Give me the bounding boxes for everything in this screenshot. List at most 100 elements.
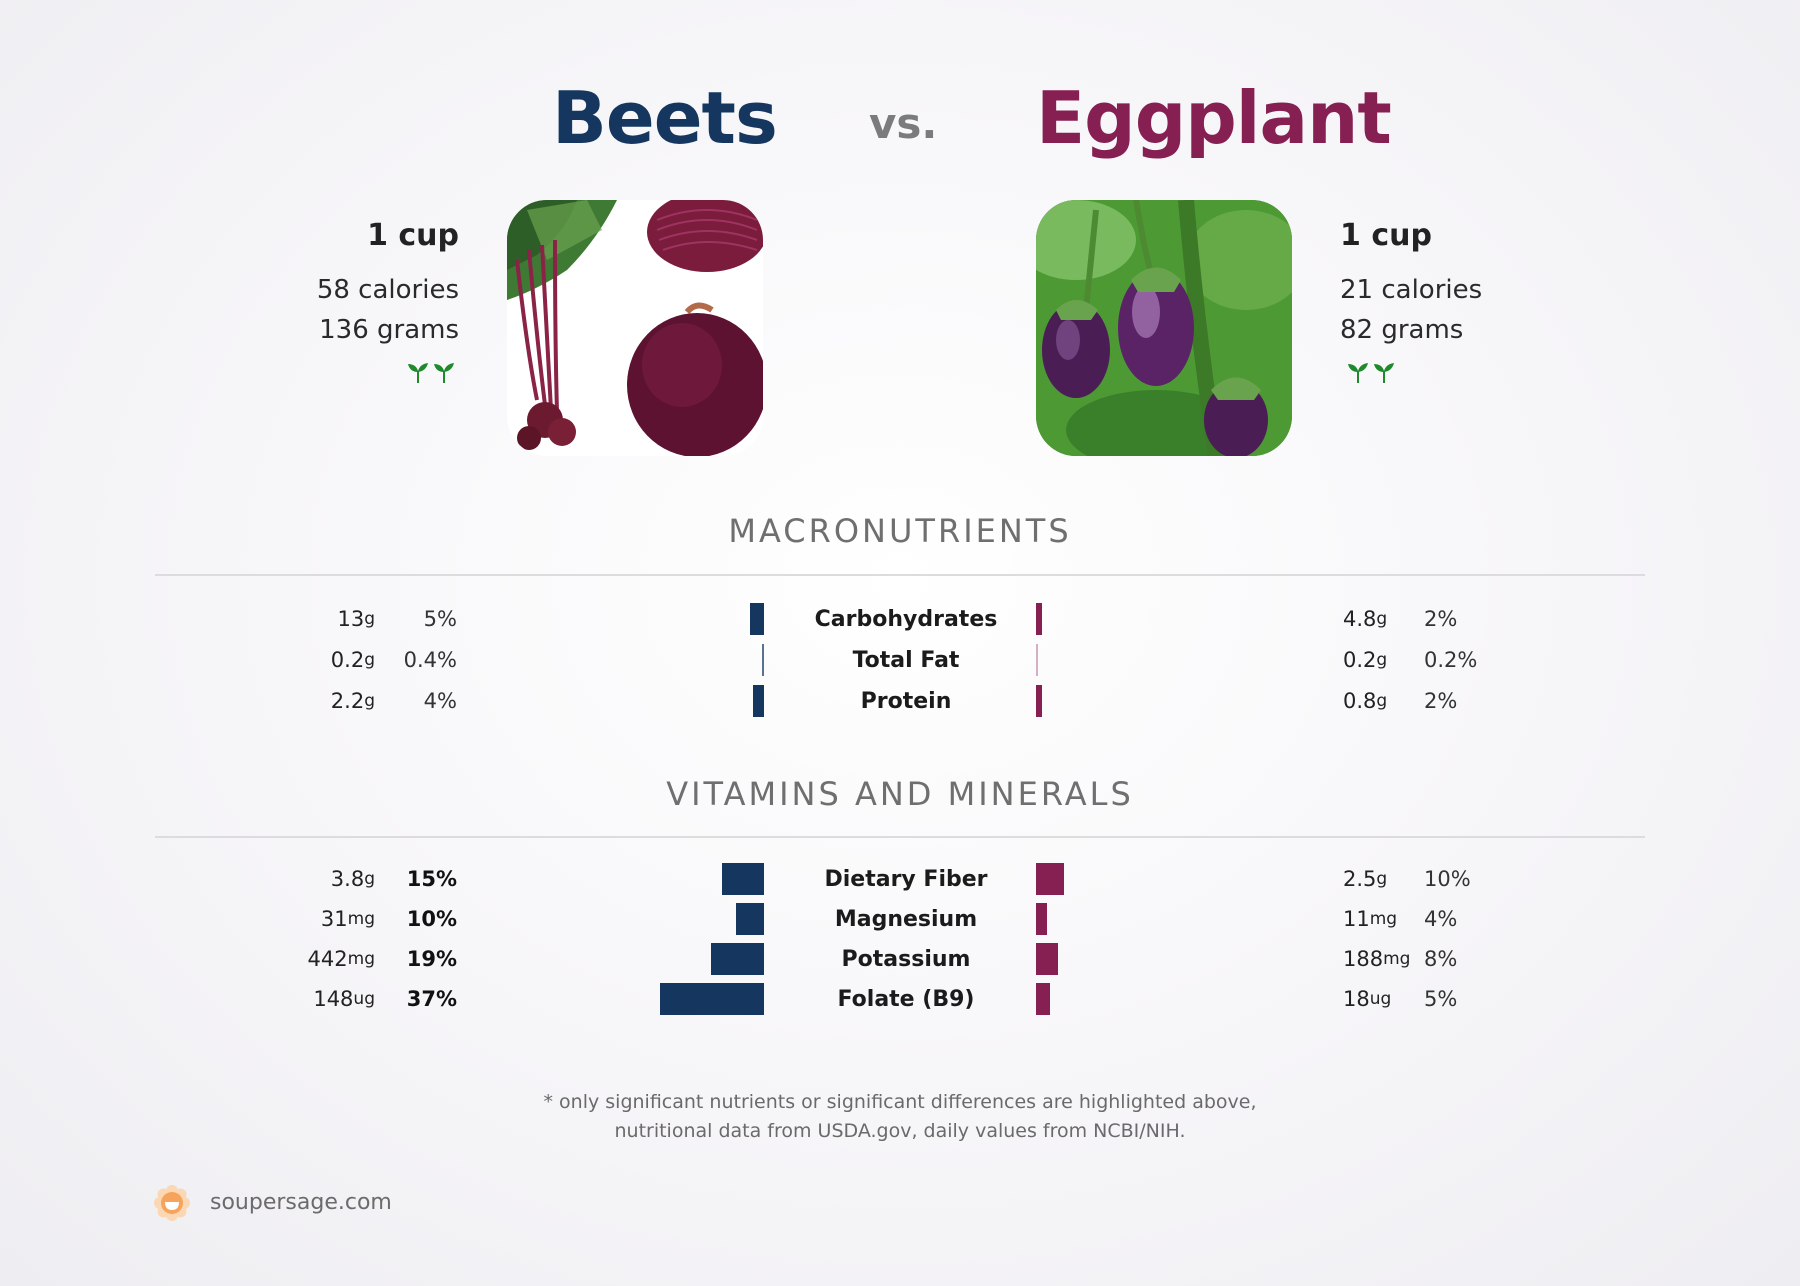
right-bar [1036,983,1050,1015]
nutrient-name: Magnesium [834,906,978,932]
vitamins-divider [155,836,1645,838]
right-calories: 21 calories [1340,275,1483,305]
right-amount-unit: ug [1369,989,1392,1009]
left-bar [710,943,764,975]
left-amount-value: 31 [320,907,348,931]
right-serving: 1 cup [1340,218,1432,253]
nutrient-name: Protein [860,688,952,714]
left-percent: 19% [406,947,457,971]
right-amount: 11 mg [1343,899,1397,939]
left-percent: 15% [406,867,457,891]
left-sprout-icon [406,360,458,389]
right-amount: 0.2 g [1343,640,1387,680]
left-bar [752,685,764,717]
nutrient-row: 3.8 g 15% Dietary Fiber 2.5 g 10% [0,859,1800,899]
vs-label: vs. [869,99,938,148]
nutrient-row: 31 mg 10% Magnesium 11 mg 4% [0,899,1800,939]
left-percent: 0.4% [403,648,457,672]
right-percent: 8% [1424,947,1458,971]
left-amount-value: 442 [307,947,348,971]
right-bar [1036,603,1042,635]
left-amount: 2.2 g [331,681,375,721]
nutrient-row: 442 mg 19% Potassium 188 mg 8% [0,939,1800,979]
left-amount-unit: ug [353,989,375,1009]
nutrient-name: Carbohydrates [814,606,998,632]
right-amount-unit: mg [1369,909,1398,929]
left-serving: 1 cup [367,218,459,253]
right-amount: 2.5 g [1343,859,1387,899]
vitamins-title: VITAMINS AND MINERALS [666,775,1134,813]
right-percent: 5% [1424,987,1458,1011]
right-amount-value: 2.5 [1343,867,1377,891]
left-amount-value: 148 [313,987,354,1011]
left-amount: 3.8 g [331,859,375,899]
right-bar [1036,685,1042,717]
left-amount: 31 mg [321,899,375,939]
right-sprout-icon [1346,360,1398,389]
left-calories: 58 calories [316,275,459,305]
right-amount-value: 11 [1343,907,1370,931]
brand-link[interactable]: soupersage.com [210,1190,392,1215]
right-amount-value: 0.2 [1343,648,1377,672]
left-amount: 0.2 g [331,640,375,680]
right-percent: 2% [1424,607,1458,631]
right-amount: 188 mg [1343,939,1410,979]
right-amount-unit: g [1376,869,1388,889]
right-percent: 10% [1424,867,1471,891]
nutrient-row: 2.2 g 4% Protein 0.8 g 2% [0,681,1800,721]
left-percent: 37% [406,987,457,1011]
left-amount: 148 ug [313,979,375,1019]
right-amount-value: 18 [1343,987,1370,1011]
right-amount: 0.8 g [1343,681,1387,721]
left-amount-value: 3.8 [330,867,365,891]
left-amount-unit: g [364,691,375,711]
left-bar [736,903,764,935]
left-amount-value: 13 [337,607,365,631]
right-amount-value: 0.8 [1343,689,1377,713]
nutrient-name: Potassium [841,946,971,972]
nutrient-row: 13 g 5% Carbohydrates 4.8 g 2% [0,599,1800,639]
left-bar [660,983,764,1015]
left-amount-unit: g [364,869,375,889]
macronutrients-title: MACRONUTRIENTS [728,512,1072,550]
left-amount-value: 0.2 [330,648,365,672]
right-bar [1036,903,1048,935]
left-percent: 10% [406,907,457,931]
left-bar [722,863,764,895]
beet-photo [507,200,763,456]
nutrient-row: 0.2 g 0.4% Total Fat 0.2 g 0.2% [0,640,1800,680]
soupersage-logo-icon [154,1185,190,1221]
eggplant-photo [1036,200,1292,456]
left-amount: 442 mg [308,939,375,979]
right-amount-unit: mg [1383,949,1411,969]
footnote-line-2: nutritional data from USDA.gov, daily va… [614,1120,1186,1142]
nutrient-name: Dietary Fiber [824,866,988,892]
nutrient-name: Folate (B9) [837,986,975,1012]
right-bar [1036,863,1064,895]
left-percent: 4% [423,689,457,713]
left-food-title: Beets [552,76,778,160]
right-amount: 4.8 g [1343,599,1387,639]
nutrient-row: 148 ug 37% Folate (B9) 18 ug 5% [0,979,1800,1019]
right-bar [1036,644,1038,676]
right-amount-value: 188 [1343,947,1384,971]
right-amount-value: 4.8 [1343,607,1377,631]
right-percent: 4% [1424,907,1458,931]
right-amount-unit: g [1376,609,1388,629]
left-amount: 13 g [337,599,375,639]
left-bar [750,603,764,635]
left-amount-unit: g [364,650,375,670]
left-amount-unit: mg [347,909,375,929]
nutrient-name: Total Fat [852,647,960,673]
right-grams: 82 grams [1340,315,1464,345]
right-amount-unit: g [1376,650,1388,670]
left-bar [762,644,764,676]
left-grams: 136 grams [319,315,459,345]
right-percent: 2% [1424,689,1458,713]
right-food-title: Eggplant [1036,76,1392,160]
right-amount-unit: g [1376,691,1388,711]
left-amount-value: 2.2 [330,689,365,713]
right-percent: 0.2% [1424,648,1478,672]
right-amount: 18 ug [1343,979,1391,1019]
right-bar [1036,943,1059,975]
